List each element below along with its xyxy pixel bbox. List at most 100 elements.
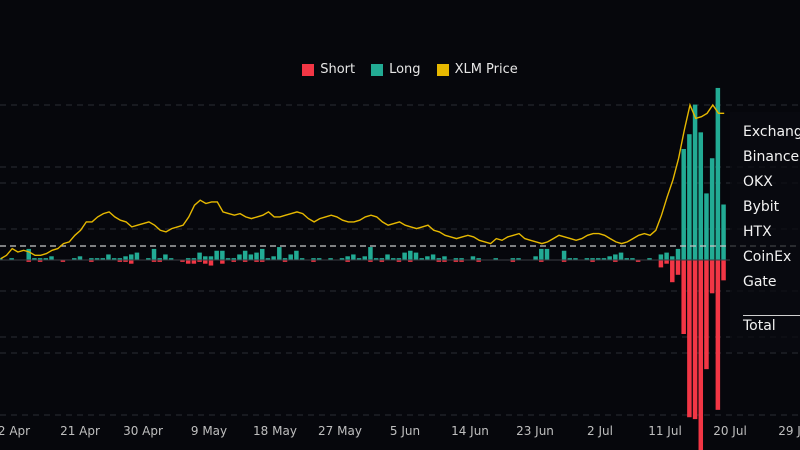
short-bar	[539, 260, 544, 262]
legend-item-short[interactable]: Short	[302, 62, 355, 77]
long-bar	[590, 258, 595, 260]
short-bar	[157, 260, 162, 262]
long-bar	[214, 250, 219, 260]
long-bar	[613, 254, 618, 260]
short-bar	[670, 260, 675, 283]
long-bar	[385, 254, 390, 260]
long-bar	[476, 258, 481, 260]
long-bar	[345, 256, 350, 260]
long-bar	[43, 258, 49, 260]
long-bar	[698, 132, 704, 260]
x-tick-label: 2 Apr	[0, 424, 31, 438]
long-bar	[533, 256, 538, 260]
short-bar	[259, 260, 265, 262]
long-bar	[89, 258, 94, 260]
long-bar	[516, 258, 521, 260]
chart-legend: Short Long XLM Price	[0, 62, 800, 77]
long-bar	[630, 258, 635, 260]
x-tick-label: 2 Jul	[587, 424, 613, 438]
short-bar	[613, 260, 618, 262]
long-bar	[248, 254, 254, 260]
long-bar	[658, 254, 664, 260]
short-bar	[675, 260, 681, 275]
short-bar	[151, 260, 157, 262]
long-bar	[72, 258, 77, 260]
short-bar	[510, 260, 516, 262]
tooltip-divider	[743, 315, 800, 316]
short-bar	[476, 260, 481, 262]
long-bar	[294, 250, 299, 260]
long-bar	[601, 258, 607, 260]
short-bar	[254, 260, 259, 262]
short-bar	[368, 260, 373, 262]
short-bar	[311, 260, 316, 262]
tooltip-row-binance: Binance	[743, 149, 800, 165]
long-bar	[362, 256, 367, 260]
long-bar	[596, 258, 601, 260]
tooltip-total: Total	[743, 318, 776, 334]
short-bar	[128, 260, 134, 264]
tooltip-row-gate: Gate	[743, 274, 777, 290]
long-bar	[704, 193, 709, 260]
legend-label-long: Long	[389, 62, 421, 77]
long-bar	[647, 258, 652, 260]
long-bar	[225, 258, 231, 260]
short-bar	[408, 260, 413, 262]
tooltip-row-okx: OKX	[743, 174, 773, 190]
short-bar	[590, 260, 595, 262]
long-bar	[675, 248, 681, 260]
long-bar	[197, 252, 202, 260]
x-tick-label: 21 Apr	[60, 424, 100, 438]
long-bar	[624, 258, 629, 260]
long-bar	[123, 256, 128, 260]
long-bar	[282, 258, 288, 260]
long-bar	[510, 258, 516, 260]
price-line	[0, 102, 725, 260]
legend-item-long[interactable]: Long	[371, 62, 421, 77]
long-bar	[493, 258, 498, 260]
tooltip-header: Exchange	[743, 124, 800, 140]
long-bar	[413, 252, 419, 260]
x-tick-label: 27 May	[318, 424, 362, 438]
tooltip-row-bybit: Bybit	[743, 199, 780, 215]
short-bar	[89, 260, 94, 262]
long-bar	[681, 149, 686, 260]
short-bar	[635, 260, 641, 262]
short-bar	[715, 260, 721, 410]
short-bar	[664, 260, 669, 264]
long-bar	[254, 252, 259, 260]
legend-item-price[interactable]: XLM Price	[436, 62, 518, 77]
long-bar	[328, 258, 333, 260]
long-bar	[430, 254, 436, 260]
long-bar	[288, 254, 293, 260]
long-bar	[692, 104, 698, 260]
long-bar	[231, 258, 237, 260]
x-tick-label: 30 Apr	[123, 424, 163, 438]
long-bar	[453, 258, 459, 260]
short-bar	[442, 260, 447, 262]
long-bar	[311, 258, 316, 260]
short-bar	[282, 260, 288, 262]
long-bar	[168, 258, 174, 260]
x-tick-label: 18 May	[253, 424, 297, 438]
long-bar	[237, 254, 242, 260]
short-bar	[698, 260, 704, 450]
long-bar	[299, 258, 305, 260]
long-bar	[470, 256, 476, 260]
long-bar	[379, 258, 385, 260]
long-bar	[436, 258, 442, 260]
short-bar	[721, 260, 726, 281]
long-bar	[94, 258, 100, 260]
long-bar	[271, 256, 276, 260]
long-bar	[567, 258, 573, 260]
long-bar	[339, 258, 345, 260]
long-bar	[607, 256, 612, 260]
long-bar	[277, 247, 282, 260]
short-bar	[453, 260, 459, 262]
short-bar	[208, 260, 214, 266]
long-bar	[408, 250, 413, 260]
long-bar	[157, 258, 162, 260]
short-bar	[436, 260, 442, 262]
short-bar	[117, 260, 123, 262]
